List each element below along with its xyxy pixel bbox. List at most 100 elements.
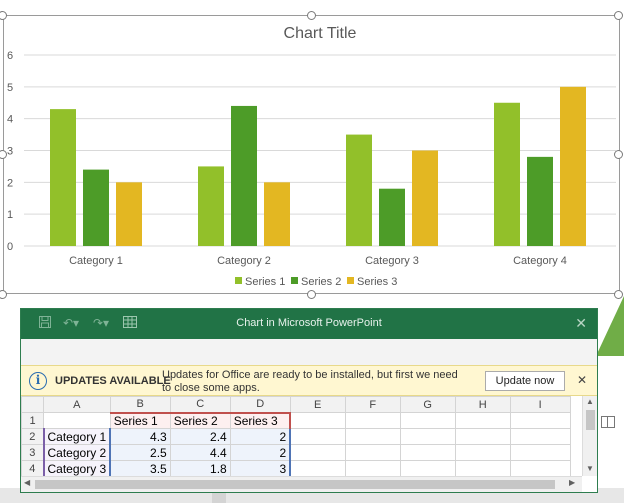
cell[interactable] — [454, 412, 511, 429]
cell[interactable] — [509, 460, 571, 477]
row-header[interactable]: 3 — [21, 444, 44, 461]
column-header[interactable]: G — [399, 396, 456, 413]
bar[interactable] — [50, 109, 76, 246]
bar[interactable] — [494, 102, 520, 246]
resize-handle-top[interactable] — [307, 11, 316, 20]
y-tick-label: 0 — [7, 241, 13, 253]
cell[interactable]: Series 2 — [169, 411, 231, 429]
window-titlebar: ↶▾ ↷▾ Chart in Microsoft PowerPoint ✕ — [21, 309, 597, 339]
cell[interactable] — [289, 444, 346, 461]
corner-cell[interactable] — [21, 396, 44, 413]
edit-data-in-excel-icon[interactable] — [123, 316, 137, 331]
bar[interactable] — [379, 188, 405, 246]
cell[interactable]: Category 2 — [42, 444, 111, 461]
cell[interactable] — [454, 428, 511, 445]
cell[interactable]: 2.5 — [109, 444, 171, 461]
save-icon[interactable] — [39, 316, 51, 331]
cell[interactable] — [399, 444, 456, 461]
cell[interactable] — [454, 444, 511, 461]
legend-entry[interactable]: Series 1 — [245, 276, 285, 288]
cell[interactable]: 3.5 — [109, 460, 171, 477]
bar[interactable] — [198, 166, 224, 246]
table-row: 4 Category 3 3.5 1.8 3 — [21, 460, 571, 477]
bar[interactable] — [83, 169, 109, 246]
cell[interactable]: 2 — [229, 428, 292, 445]
column-header[interactable]: D — [229, 396, 291, 413]
row-header[interactable]: 1 — [21, 412, 44, 429]
row-header[interactable]: 4 — [21, 460, 44, 477]
column-header[interactable]: B — [109, 396, 171, 413]
column-header[interactable]: C — [169, 396, 231, 413]
cell[interactable]: Series 3 — [229, 411, 292, 429]
cell[interactable] — [509, 444, 571, 461]
scroll-down-icon[interactable]: ▼ — [586, 464, 594, 473]
bar[interactable] — [264, 182, 290, 246]
cell[interactable] — [509, 428, 571, 445]
column-header[interactable]: A — [43, 396, 111, 413]
cell[interactable] — [344, 444, 401, 461]
cell[interactable] — [509, 412, 571, 429]
legend-swatch — [235, 277, 242, 284]
x-category-label: Category 3 — [365, 255, 419, 267]
close-window-button[interactable]: ✕ — [575, 315, 587, 331]
scroll-up-icon[interactable]: ▲ — [586, 397, 594, 406]
bar[interactable] — [346, 134, 372, 246]
dismiss-message-button[interactable]: ✕ — [577, 373, 588, 387]
cell[interactable]: 4.4 — [169, 444, 231, 461]
cell[interactable]: 1.8 — [169, 460, 231, 477]
cell[interactable] — [289, 460, 346, 477]
horizontal-scroll-thumb[interactable] — [35, 480, 555, 489]
chart-title[interactable]: Chart Title — [284, 25, 357, 42]
resize-handle-bottom-left[interactable] — [0, 290, 7, 299]
cell[interactable] — [399, 460, 456, 477]
cell[interactable] — [454, 460, 511, 477]
cell[interactable]: Series 1 — [109, 411, 171, 429]
cell[interactable]: 2 — [229, 444, 292, 461]
layout-options-icon[interactable] — [601, 416, 615, 428]
resize-handle-top-right[interactable] — [614, 11, 623, 20]
bar[interactable] — [560, 86, 586, 246]
resize-handle-top-left[interactable] — [0, 11, 7, 20]
cell[interactable]: 4.3 — [109, 428, 171, 445]
cell[interactable] — [344, 460, 401, 477]
legend-entry[interactable]: Series 3 — [357, 276, 397, 288]
scroll-right-icon[interactable]: ▶ — [569, 478, 576, 487]
undo-icon[interactable]: ↶▾ — [63, 316, 80, 330]
resize-handle-bottom[interactable] — [307, 290, 316, 299]
column-header[interactable]: H — [454, 396, 511, 413]
message-title: UPDATES AVAILABLE — [55, 375, 171, 387]
update-message-bar: i UPDATES AVAILABLE Updates for Office a… — [21, 365, 597, 396]
column-header[interactable]: F — [344, 396, 401, 413]
redo-icon[interactable]: ↷▾ — [93, 316, 110, 330]
cell[interactable] — [344, 428, 401, 445]
table-row: 2 Category 1 4.3 2.4 2 — [21, 428, 571, 445]
cell[interactable]: Category 3 — [42, 460, 111, 477]
bar[interactable] — [231, 105, 257, 246]
cell[interactable]: 2.4 — [169, 428, 231, 445]
column-header[interactable]: E — [289, 396, 346, 413]
bar[interactable] — [116, 182, 142, 246]
chart-frame[interactable]: Chart Title 0 1 2 3 4 5 6 Category 1 Category 2 Ca… — [3, 15, 620, 294]
resize-handle-left[interactable] — [0, 150, 7, 159]
x-category-label: Category 2 — [217, 255, 271, 267]
legend-entry[interactable]: Series 2 — [301, 276, 341, 288]
cell[interactable] — [289, 412, 346, 429]
bar[interactable] — [527, 156, 553, 246]
scroll-left-icon[interactable]: ◀ — [24, 478, 31, 487]
cell[interactable] — [399, 428, 456, 445]
cell[interactable] — [399, 412, 456, 429]
resize-handle-right[interactable] — [614, 150, 623, 159]
cell[interactable]: Category 1 — [42, 428, 111, 445]
update-now-button[interactable]: Update now — [485, 371, 565, 391]
vertical-scrollbar[interactable]: ▲ ▼ — [582, 396, 597, 476]
vertical-scroll-thumb[interactable] — [586, 410, 595, 430]
row-header[interactable]: 2 — [21, 428, 44, 445]
cell[interactable] — [344, 412, 401, 429]
column-header[interactable]: I — [509, 396, 571, 413]
bar[interactable] — [412, 150, 438, 247]
cell[interactable] — [43, 412, 111, 429]
cell[interactable]: 3 — [229, 460, 292, 477]
horizontal-scrollbar[interactable]: ◀ ▶ — [21, 476, 582, 492]
ribbon-area — [21, 339, 597, 365]
cell[interactable] — [289, 428, 346, 445]
